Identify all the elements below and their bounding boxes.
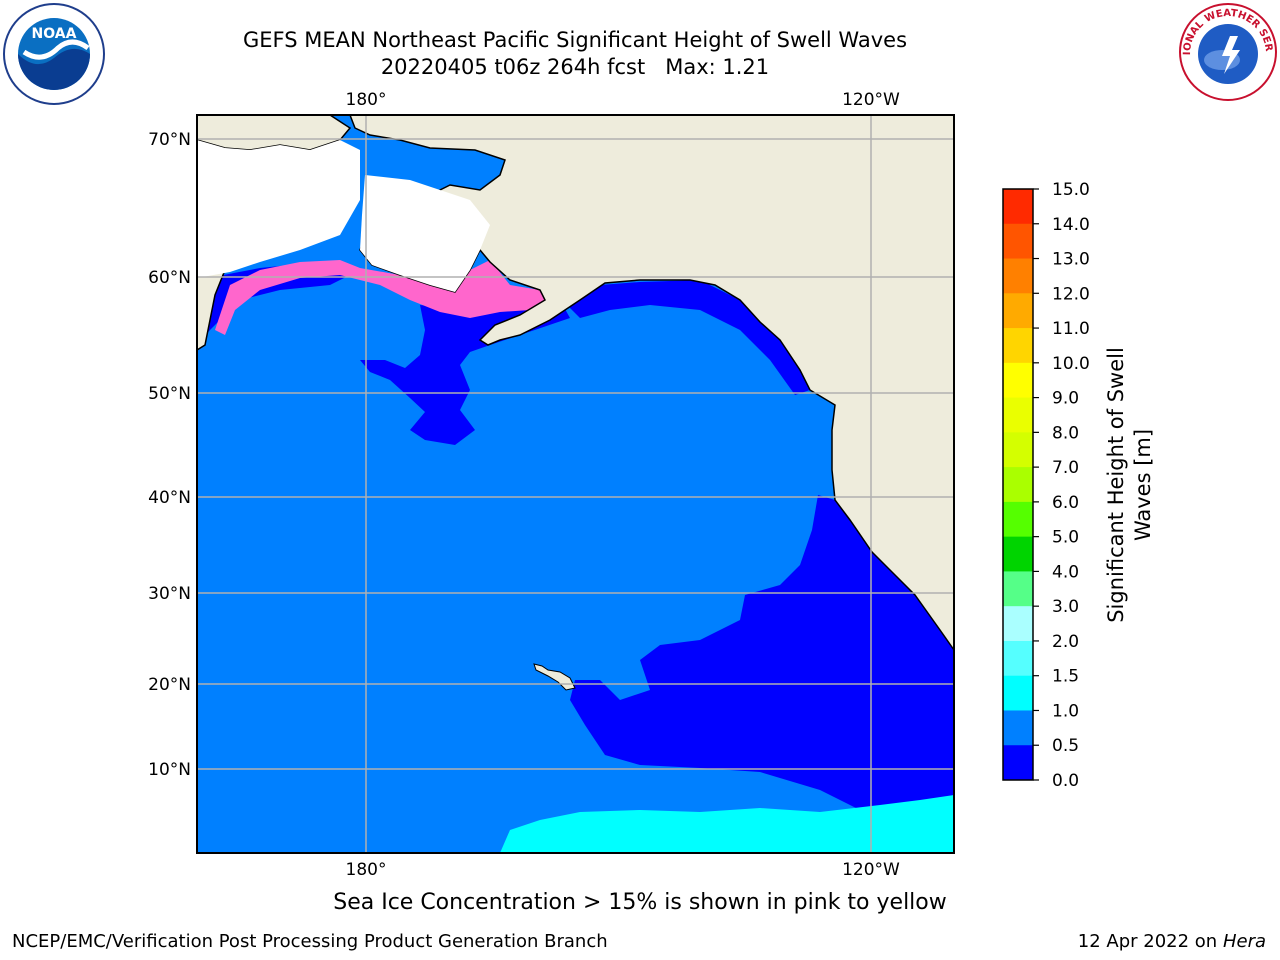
colorbar-tick-label: 13.0 (1052, 250, 1090, 270)
colorbar-band (1003, 675, 1033, 711)
colorbar-band (1003, 223, 1033, 260)
colorbar-tick-label: 0.5 (1052, 736, 1079, 756)
colorbar-band (1003, 640, 1033, 677)
lat-label-50n: 50°N (148, 384, 191, 404)
colorbar-tick-label: 8.0 (1052, 423, 1079, 443)
lon-label-120w-bottom: 120°W (842, 860, 900, 880)
colorbar-tick-label: 5.0 (1052, 528, 1079, 548)
colorbar-band (1003, 397, 1033, 433)
lat-label-70n: 70°N (148, 130, 191, 150)
lon-label-180-top: 180° (346, 90, 387, 110)
colorbar-band (1003, 189, 1033, 225)
colorbar-band (1003, 362, 1033, 399)
nws-logo-icon: NATIONAL WEATHER SERVICE (1178, 2, 1277, 101)
colorbar-frame (1002, 188, 1034, 781)
map-subtitle: 20220405 t06z 264h fcst Max: 1.21 (380, 55, 770, 79)
lat-label-20n: 20°N (148, 675, 191, 695)
lat-label-30n: 30°N (148, 584, 191, 604)
colorbar-band (1003, 745, 1033, 781)
low-swell-region-east (570, 495, 954, 853)
lat-label-40n: 40°N (148, 488, 191, 508)
ice-covered-land-north (197, 140, 360, 278)
colorbar-tick-label: 7.0 (1052, 458, 1079, 478)
lon-label-180-bottom: 180° (346, 860, 387, 880)
map-frame (196, 114, 955, 854)
colorbar-band (1003, 328, 1033, 364)
colorbar-label-line1: Significant Height of Swell (1104, 347, 1128, 623)
colorbar-label-line2: Waves [m] (1131, 429, 1155, 541)
colorbar-tick-label: 9.0 (1052, 389, 1079, 409)
colorbar-band (1003, 501, 1033, 538)
colorbar-tick-label: 4.0 (1052, 562, 1079, 582)
sea-ice-note: Sea Ice Concentration > 15% is shown in … (333, 890, 947, 915)
elevated-swell-band (500, 795, 954, 853)
noaa-logo-text: NOAA (32, 26, 77, 42)
colorbar-tick-label: 14.0 (1052, 215, 1090, 235)
colorbar-tick-label: 1.0 (1052, 701, 1079, 721)
sea-ice-bering (215, 260, 555, 335)
colorbar-band (1003, 293, 1033, 329)
footer-date: 12 Apr 2022 on Hera (1078, 931, 1266, 952)
colorbar-tick-label: 2.0 (1052, 632, 1079, 652)
ice-covered-land (360, 175, 490, 292)
colorbar-band (1003, 432, 1033, 468)
colorbar-tick-label: 3.0 (1052, 597, 1079, 617)
colorbar-tick-label: 10.0 (1052, 354, 1090, 374)
colorbar-tick-label: 0.0 (1052, 771, 1079, 791)
colorbar-band (1003, 536, 1033, 572)
lat-label-60n: 60°N (148, 268, 191, 288)
colorbar-band (1003, 258, 1033, 294)
colorbar-tick-label: 1.5 (1052, 667, 1079, 687)
footer-credit: NCEP/EMC/Verification Post Processing Pr… (12, 931, 608, 952)
footer-host: Hera (1222, 931, 1266, 952)
lat-label-10n: 10°N (148, 760, 191, 780)
colorbar-tick-label: 12.0 (1052, 284, 1090, 304)
noaa-logo-icon: NOAA (3, 3, 105, 105)
gridlines (197, 115, 954, 853)
colorbar-tick-label: 6.0 (1052, 493, 1079, 513)
footer-date-text: 12 Apr 2022 on (1077, 931, 1223, 952)
colorbar-tick-label: 11.0 (1052, 319, 1090, 339)
colorbar-band (1003, 606, 1033, 642)
lon-label-120w-top: 120°W (842, 90, 900, 110)
colorbar-band (1003, 571, 1033, 607)
map-title: GEFS MEAN Northeast Pacific Significant … (242, 28, 908, 52)
colorbar-band (1003, 467, 1033, 503)
colorbar-tick-label: 15.0 (1052, 180, 1090, 200)
colorbar-band (1003, 710, 1033, 746)
land-alaska (349, 115, 954, 652)
